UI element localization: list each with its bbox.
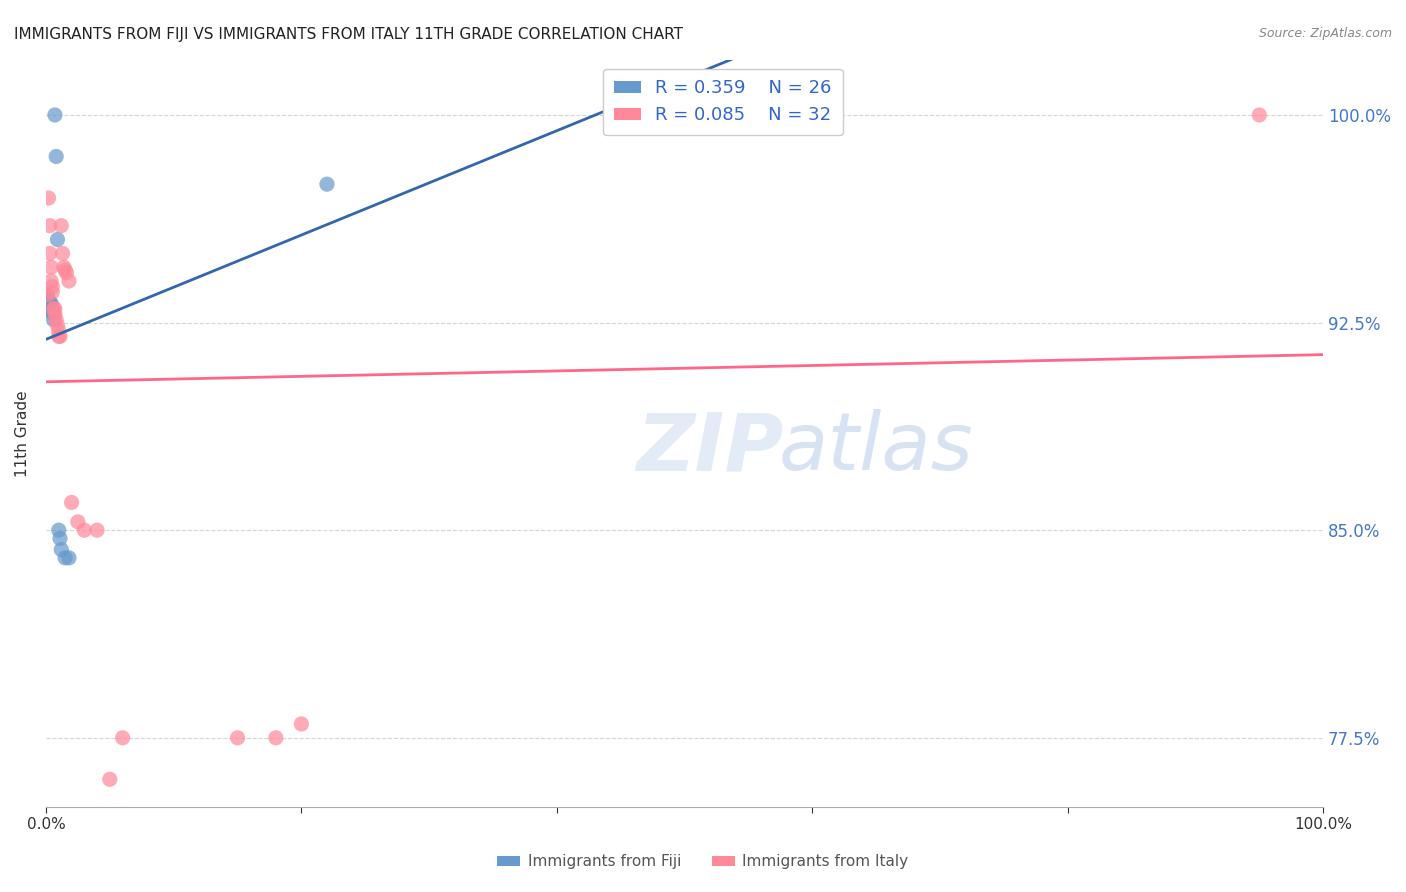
Point [38,219,60,233]
Text: Source: ZipAtlas.com: Source: ZipAtlas.com [1258,27,1392,40]
Legend: R = 0.359    N = 26, R = 0.085    N = 32: R = 0.359 N = 26, R = 0.085 N = 32 [603,69,842,136]
Point [48,329,70,343]
Text: ZIP: ZIP [637,409,783,487]
Point [38,296,60,310]
Point [226,731,249,745]
Point [46,318,69,333]
Point [98,772,121,787]
Point [41,279,63,293]
Text: atlas: atlas [779,409,973,487]
Point [37,293,59,308]
Point [48,324,70,338]
Point [48,523,70,537]
Point [49,329,72,343]
Point [55,266,77,280]
Point [53,550,76,565]
Point [53,263,76,277]
Point [264,731,287,745]
Point [52,246,75,260]
Text: IMMIGRANTS FROM FIJI VS IMMIGRANTS FROM ITALY 11TH GRADE CORRELATION CHART: IMMIGRANTS FROM FIJI VS IMMIGRANTS FROM … [14,27,683,42]
Point [44,301,66,316]
Point [41,304,63,318]
Point [39,299,62,313]
Point [42,313,65,327]
Point [60,495,83,509]
Y-axis label: 11th Grade: 11th Grade [15,390,30,476]
Point [111,731,134,745]
Point [58,274,80,288]
Point [46,233,69,247]
Point [44,307,66,321]
Legend: Immigrants from Fiji, Immigrants from Italy: Immigrants from Fiji, Immigrants from It… [491,848,915,875]
Point [66,515,89,529]
Point [42,307,65,321]
Point [49,532,72,546]
Point [38,246,60,260]
Point [290,717,312,731]
Point [38,299,60,313]
Point [73,523,96,537]
Point [39,260,62,275]
Point [51,542,73,557]
Point [37,296,59,310]
Point [86,523,108,537]
Point [39,274,62,288]
Point [316,177,339,191]
Point [38,301,60,316]
Point [38,191,60,205]
Point [39,304,62,318]
Point [41,301,63,316]
Point [51,219,73,233]
Point [44,108,66,122]
Point [38,296,60,310]
Point [38,296,60,310]
Point [38,299,60,313]
Point [1249,108,1271,122]
Point [39,296,62,310]
Point [52,260,75,275]
Point [45,313,67,327]
Point [38,293,60,308]
Point [37,288,59,302]
Point [45,149,67,163]
Point [42,301,65,316]
Point [41,285,63,299]
Point [58,550,80,565]
Point [37,288,59,302]
